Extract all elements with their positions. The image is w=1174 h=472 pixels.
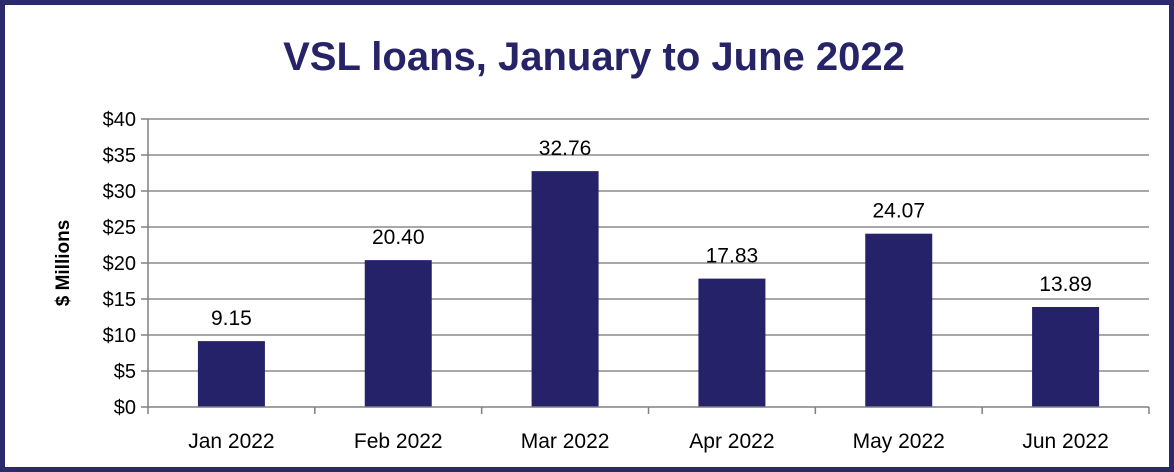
data-label: 17.83 xyxy=(706,245,759,268)
bar xyxy=(531,171,599,407)
y-tick-label: $40 xyxy=(103,109,136,131)
y-tick-label: $0 xyxy=(114,397,136,419)
bars xyxy=(197,171,1100,407)
bar xyxy=(197,341,265,407)
x-tick-label: Feb 2022 xyxy=(354,430,443,453)
bar xyxy=(1032,306,1100,407)
data-label: 20.40 xyxy=(372,226,425,249)
y-tick-label: $15 xyxy=(103,289,136,311)
data-label: 24.07 xyxy=(872,200,925,223)
data-label: 32.76 xyxy=(539,137,592,160)
data-label: 9.15 xyxy=(211,307,252,330)
axes xyxy=(141,118,1150,414)
x-tick-label: Jan 2022 xyxy=(188,430,274,453)
x-tick-label: May 2022 xyxy=(853,430,945,453)
y-tick-label: $20 xyxy=(103,253,136,275)
x-tick-label: Mar 2022 xyxy=(521,430,610,453)
y-tick-label: $30 xyxy=(103,181,136,203)
bar xyxy=(364,260,432,407)
bar xyxy=(865,233,933,407)
bar xyxy=(698,278,766,407)
y-tick-label: $10 xyxy=(103,325,136,347)
gridlines xyxy=(148,118,1149,372)
chart-title: VSL loans, January to June 2022 xyxy=(283,35,905,79)
x-tick-label: Jun 2022 xyxy=(1022,430,1108,453)
y-axis-label: $ Millions xyxy=(53,220,74,307)
data-label: 13.89 xyxy=(1039,273,1092,296)
y-tick-label: $25 xyxy=(103,217,136,239)
y-tick-label: $35 xyxy=(103,145,136,167)
x-tick-label: Apr 2022 xyxy=(689,430,774,453)
y-tick-label: $5 xyxy=(114,361,136,383)
labels: $0 $5 $10 $15 $20 $25 $30 $35 $40 9.15 Jan 2022 20.… xyxy=(103,109,1109,453)
